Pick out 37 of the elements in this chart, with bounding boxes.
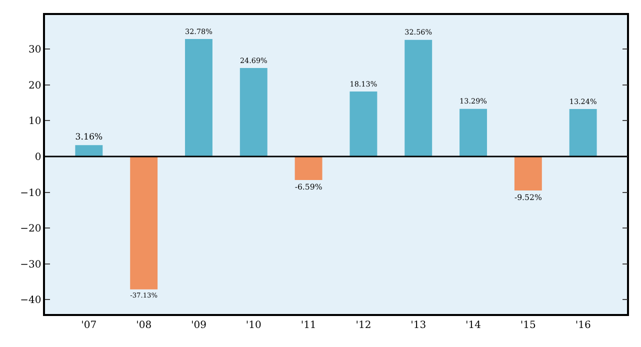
- y-tick-label: −40: [20, 295, 42, 306]
- x-tick-label: '07: [81, 320, 97, 331]
- x-tick-label: '08: [136, 320, 152, 331]
- x-tick-label: '12: [356, 320, 372, 331]
- x-tick-label: '13: [410, 320, 426, 331]
- data-label: 32.78%: [185, 26, 213, 36]
- bar: [404, 40, 432, 156]
- y-tick-label: −30: [20, 259, 42, 270]
- x-tick-label: '14: [466, 320, 481, 331]
- data-label: -9.52%: [514, 192, 542, 202]
- y-tick-label: −20: [20, 224, 42, 235]
- data-label: 32.56%: [404, 28, 432, 37]
- bar: [350, 92, 378, 156]
- y-tick-label: 0: [34, 152, 42, 163]
- x-tick-label: '15: [520, 320, 536, 331]
- bar: [460, 108, 487, 156]
- bar: [569, 109, 597, 156]
- data-label: 24.69%: [240, 56, 268, 65]
- x-tick-label: '11: [300, 320, 316, 331]
- bar: [240, 68, 268, 156]
- y-tick-label: 20: [28, 80, 42, 92]
- bar: [514, 156, 542, 191]
- x-tick-label: '09: [191, 320, 206, 331]
- x-tick-label: '16: [575, 320, 591, 331]
- data-label: 3.16%: [75, 132, 103, 143]
- y-tick-label: 10: [28, 116, 42, 128]
- bar: [294, 156, 322, 180]
- data-label: 13.24%: [569, 96, 597, 106]
- data-label: -6.59%: [294, 182, 322, 192]
- data-label: 18.13%: [350, 79, 378, 88]
- data-label: 13.29%: [460, 96, 488, 106]
- bar: [75, 145, 103, 156]
- y-tick-label: −10: [20, 188, 42, 199]
- bar: [130, 156, 158, 290]
- bar: [185, 39, 212, 156]
- y-tick-label: 30: [28, 44, 42, 56]
- x-tick-label: '10: [246, 320, 262, 331]
